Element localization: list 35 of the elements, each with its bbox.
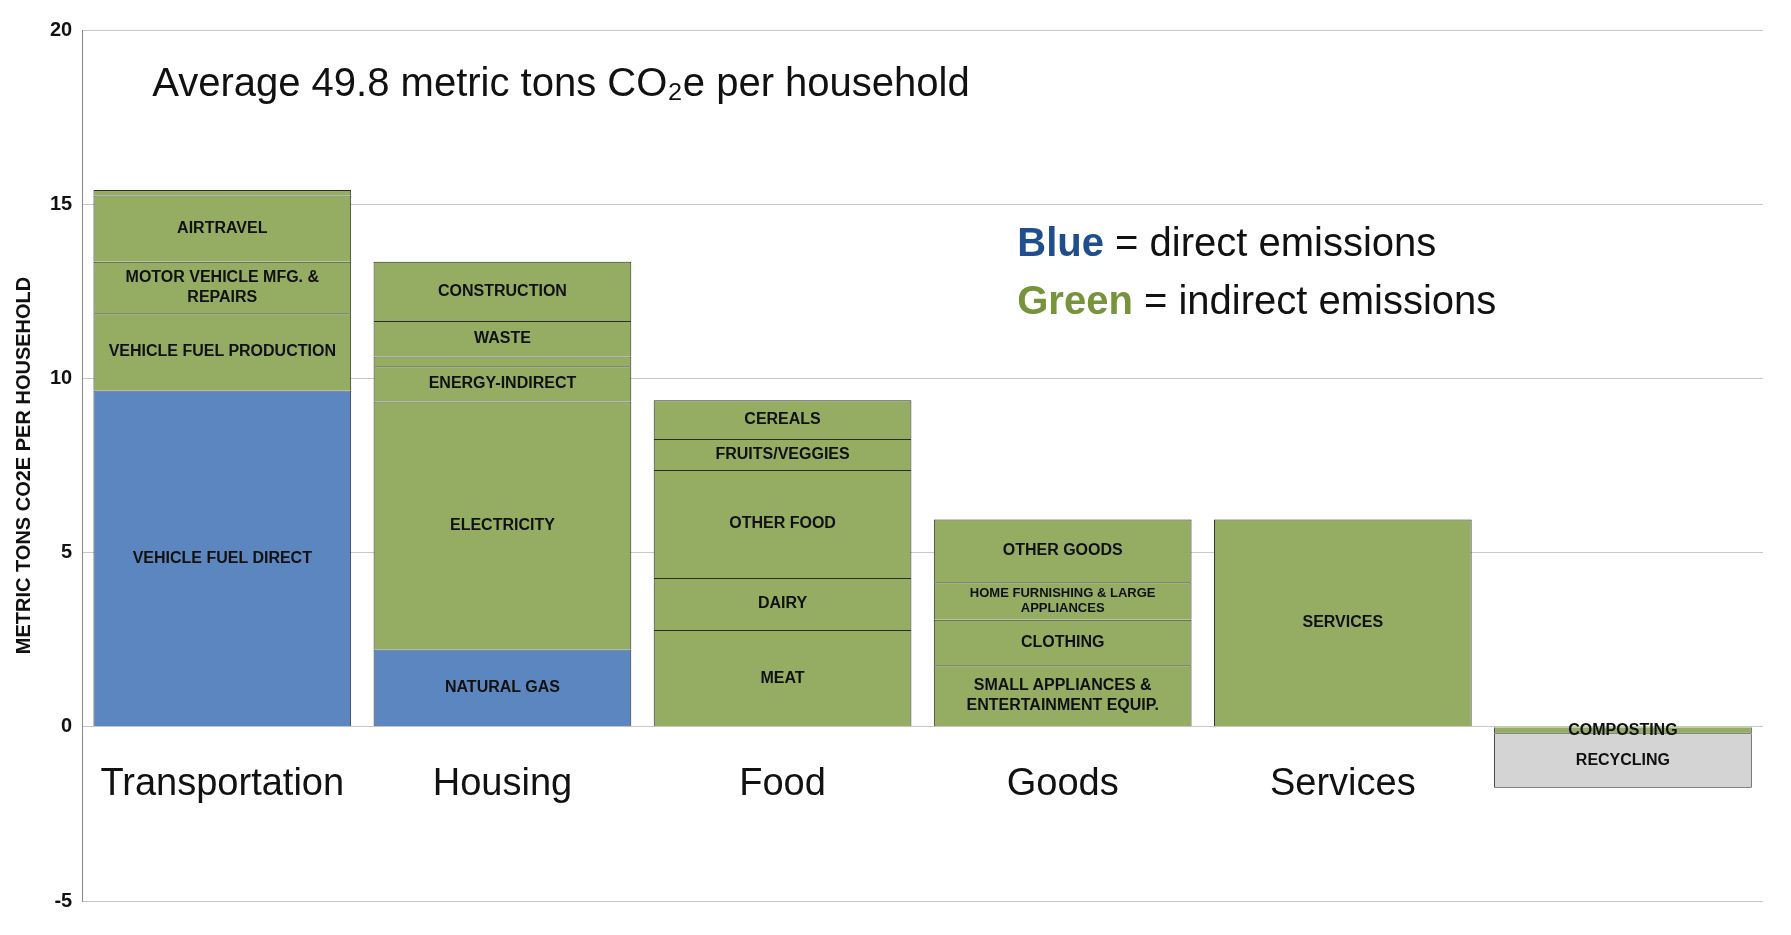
y-tick-label: 10 [50, 365, 73, 388]
series-label: FRUITS/VEGGIES [715, 444, 851, 462]
y-tick-label: 5 [61, 540, 73, 563]
series-label: CONSTRUCTION [437, 281, 567, 299]
series-label: SERVICES [1302, 613, 1384, 631]
series-label: HOME FURNISHING & LARGE APPLIANCES [969, 585, 1156, 616]
series-label: SMALL APPLIANCES & ENTERTAINMENT EQUIP. [966, 676, 1159, 714]
series-label: AIRTRAVEL [177, 218, 268, 236]
series-label: NATURAL GAS [444, 678, 561, 696]
annotation: Blue = direct emissions [1017, 220, 1437, 265]
y-tick-label: 15 [50, 191, 73, 214]
text: Average 49.8 metric tons CO₂e per household [152, 60, 970, 105]
series-label: DAIRY [757, 594, 808, 612]
series-label: VEHICLE FUEL PRODUCTION [108, 342, 336, 360]
x-tick-label: Housing [432, 761, 573, 804]
series-label: ENERGY-INDIRECT [428, 374, 577, 392]
annotation: Green = indirect emissions [1017, 278, 1497, 323]
series-label: CLOTHING [1020, 632, 1105, 650]
series-label: VEHICLE FUEL DIRECT [132, 548, 313, 566]
series-label: OTHER GOODS [1002, 541, 1124, 559]
x-tick-label: Transportation [100, 761, 345, 804]
x-tick-label: Food [739, 761, 826, 804]
series-label: MEAT [760, 668, 805, 686]
y-tick-label: 0 [61, 714, 73, 737]
series-label: ELECTRICITY [449, 515, 556, 533]
series-label: WASTE [473, 329, 532, 347]
x-tick-label: Goods [1006, 761, 1119, 804]
y-tick-label: 20 [50, 17, 73, 40]
y-axis-title: METRIC TONS CO2E PER HOUSEHOLD [11, 276, 34, 655]
x-tick-label: Services [1269, 761, 1416, 804]
series-label: CEREALS [744, 410, 822, 428]
series-label: RECYCLING [1575, 751, 1671, 769]
y-tick-label: -5 [54, 888, 73, 911]
series-label: OTHER FOOD [729, 514, 836, 532]
series-label: MOTOR VEHICLE MFG. & REPAIRS [125, 267, 320, 305]
